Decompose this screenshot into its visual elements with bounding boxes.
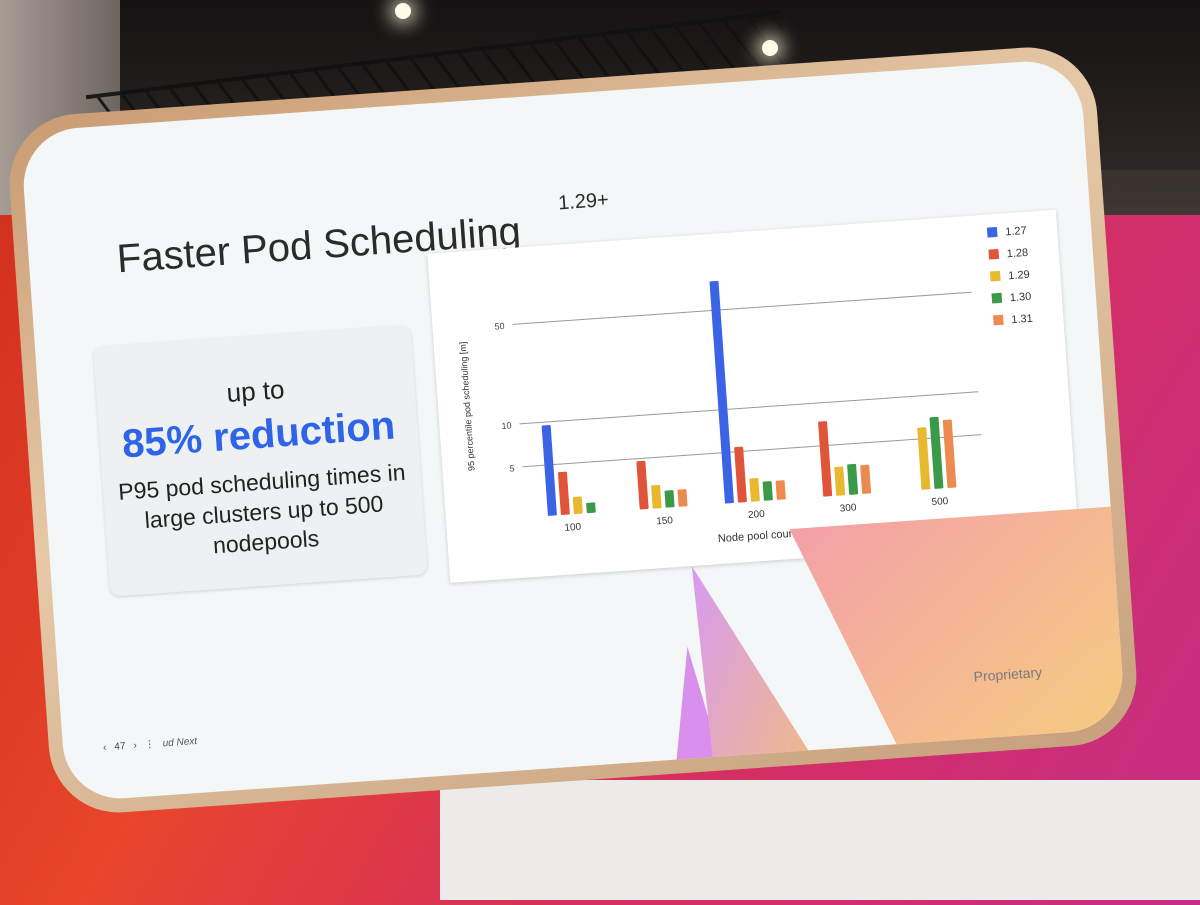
gridline	[512, 291, 972, 325]
slide-pager: ‹ 47 › ⋮ ud Next	[103, 736, 198, 754]
bar-1.28-150	[636, 460, 649, 510]
x-tick-label: 200	[748, 509, 766, 521]
bar-1.30-300	[847, 463, 859, 495]
screen-frame: Faster Pod Scheduling 1.29+ up to 85% re…	[4, 42, 1142, 818]
prev-slide-icon[interactable]: ‹	[102, 742, 107, 754]
bar-1.29-150	[651, 484, 662, 509]
bar-1.30-100	[586, 502, 596, 514]
x-tick-label: 300	[839, 502, 857, 514]
next-slide-icon[interactable]: ›	[133, 740, 138, 752]
legend-label-1.27: 1.27	[1005, 225, 1027, 238]
bar-1.28-100	[557, 471, 570, 515]
legend-label-1.28: 1.28	[1006, 247, 1028, 260]
bar-1.29-300	[834, 466, 846, 496]
x-axis-label: Node pool count	[717, 528, 798, 546]
x-tick-label: 150	[656, 515, 674, 527]
bar-1.29-500	[917, 427, 931, 490]
legend-swatch-1.28	[988, 248, 1000, 260]
x-tick-label: 500	[931, 496, 949, 508]
bar-1.27-200	[709, 280, 734, 504]
bar-1.30-150	[664, 490, 675, 508]
chart-panel: 5 10 50 100 150 200 300 500 Node pool count 95 pe…	[427, 209, 1079, 583]
callout-description: P95 pod scheduling times in large cluste…	[117, 458, 407, 559]
bar-1.28-200	[734, 446, 747, 503]
gridline	[522, 434, 982, 468]
y-tick-label: 10	[501, 420, 512, 431]
slide: Faster Pod Scheduling 1.29+ up to 85% re…	[19, 57, 1127, 803]
gridline	[519, 391, 979, 425]
bar-1.27-100	[541, 424, 557, 516]
bar-1.31-200	[775, 480, 786, 500]
y-tick-label: 50	[494, 321, 505, 332]
ceiling-spotlight	[395, 3, 411, 19]
bar-1.30-500	[929, 416, 944, 489]
y-axis-label: 95 percentile pod scheduling [m]	[458, 341, 477, 471]
bar-1.28-300	[818, 421, 833, 497]
stage-white-wall	[440, 780, 1200, 900]
legend-swatch-1.27	[986, 226, 998, 238]
callout-card: up to 85% reduction P95 pod scheduling t…	[93, 325, 428, 597]
bar-1.31-500	[942, 419, 957, 488]
legend-swatch-1.30	[991, 292, 1003, 304]
y-tick-label: 5	[509, 463, 515, 473]
bar-1.31-150	[677, 489, 688, 507]
version-label: 1.29+	[557, 188, 610, 215]
bar-1.29-200	[749, 478, 760, 502]
more-options-icon[interactable]: ⋮	[144, 738, 156, 751]
legend-label-1.31: 1.31	[1011, 313, 1033, 326]
bar-chart: 5 10 50 100 150 200 300 500 Node pool count 95 pe…	[458, 225, 1034, 546]
bar-1.30-200	[762, 481, 773, 501]
bar-1.31-300	[860, 464, 872, 494]
legend-label-1.30: 1.30	[1009, 291, 1031, 304]
legend-swatch-1.31	[993, 314, 1004, 326]
x-tick-label: 100	[564, 522, 582, 534]
legend-swatch-1.29	[989, 270, 1001, 282]
legend-label-1.29: 1.29	[1008, 269, 1030, 282]
footer-brand: ud Next	[162, 735, 198, 750]
ceiling-spotlight	[762, 40, 778, 56]
page-number: 47	[113, 741, 126, 753]
bar-1.29-100	[572, 496, 583, 515]
